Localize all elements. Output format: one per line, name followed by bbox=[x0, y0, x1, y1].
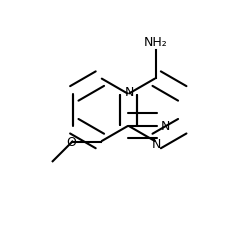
Text: O: O bbox=[66, 135, 76, 148]
Text: N: N bbox=[125, 86, 134, 99]
Text: N: N bbox=[152, 138, 162, 151]
Text: NH₂: NH₂ bbox=[144, 36, 168, 49]
Text: N: N bbox=[161, 120, 170, 133]
